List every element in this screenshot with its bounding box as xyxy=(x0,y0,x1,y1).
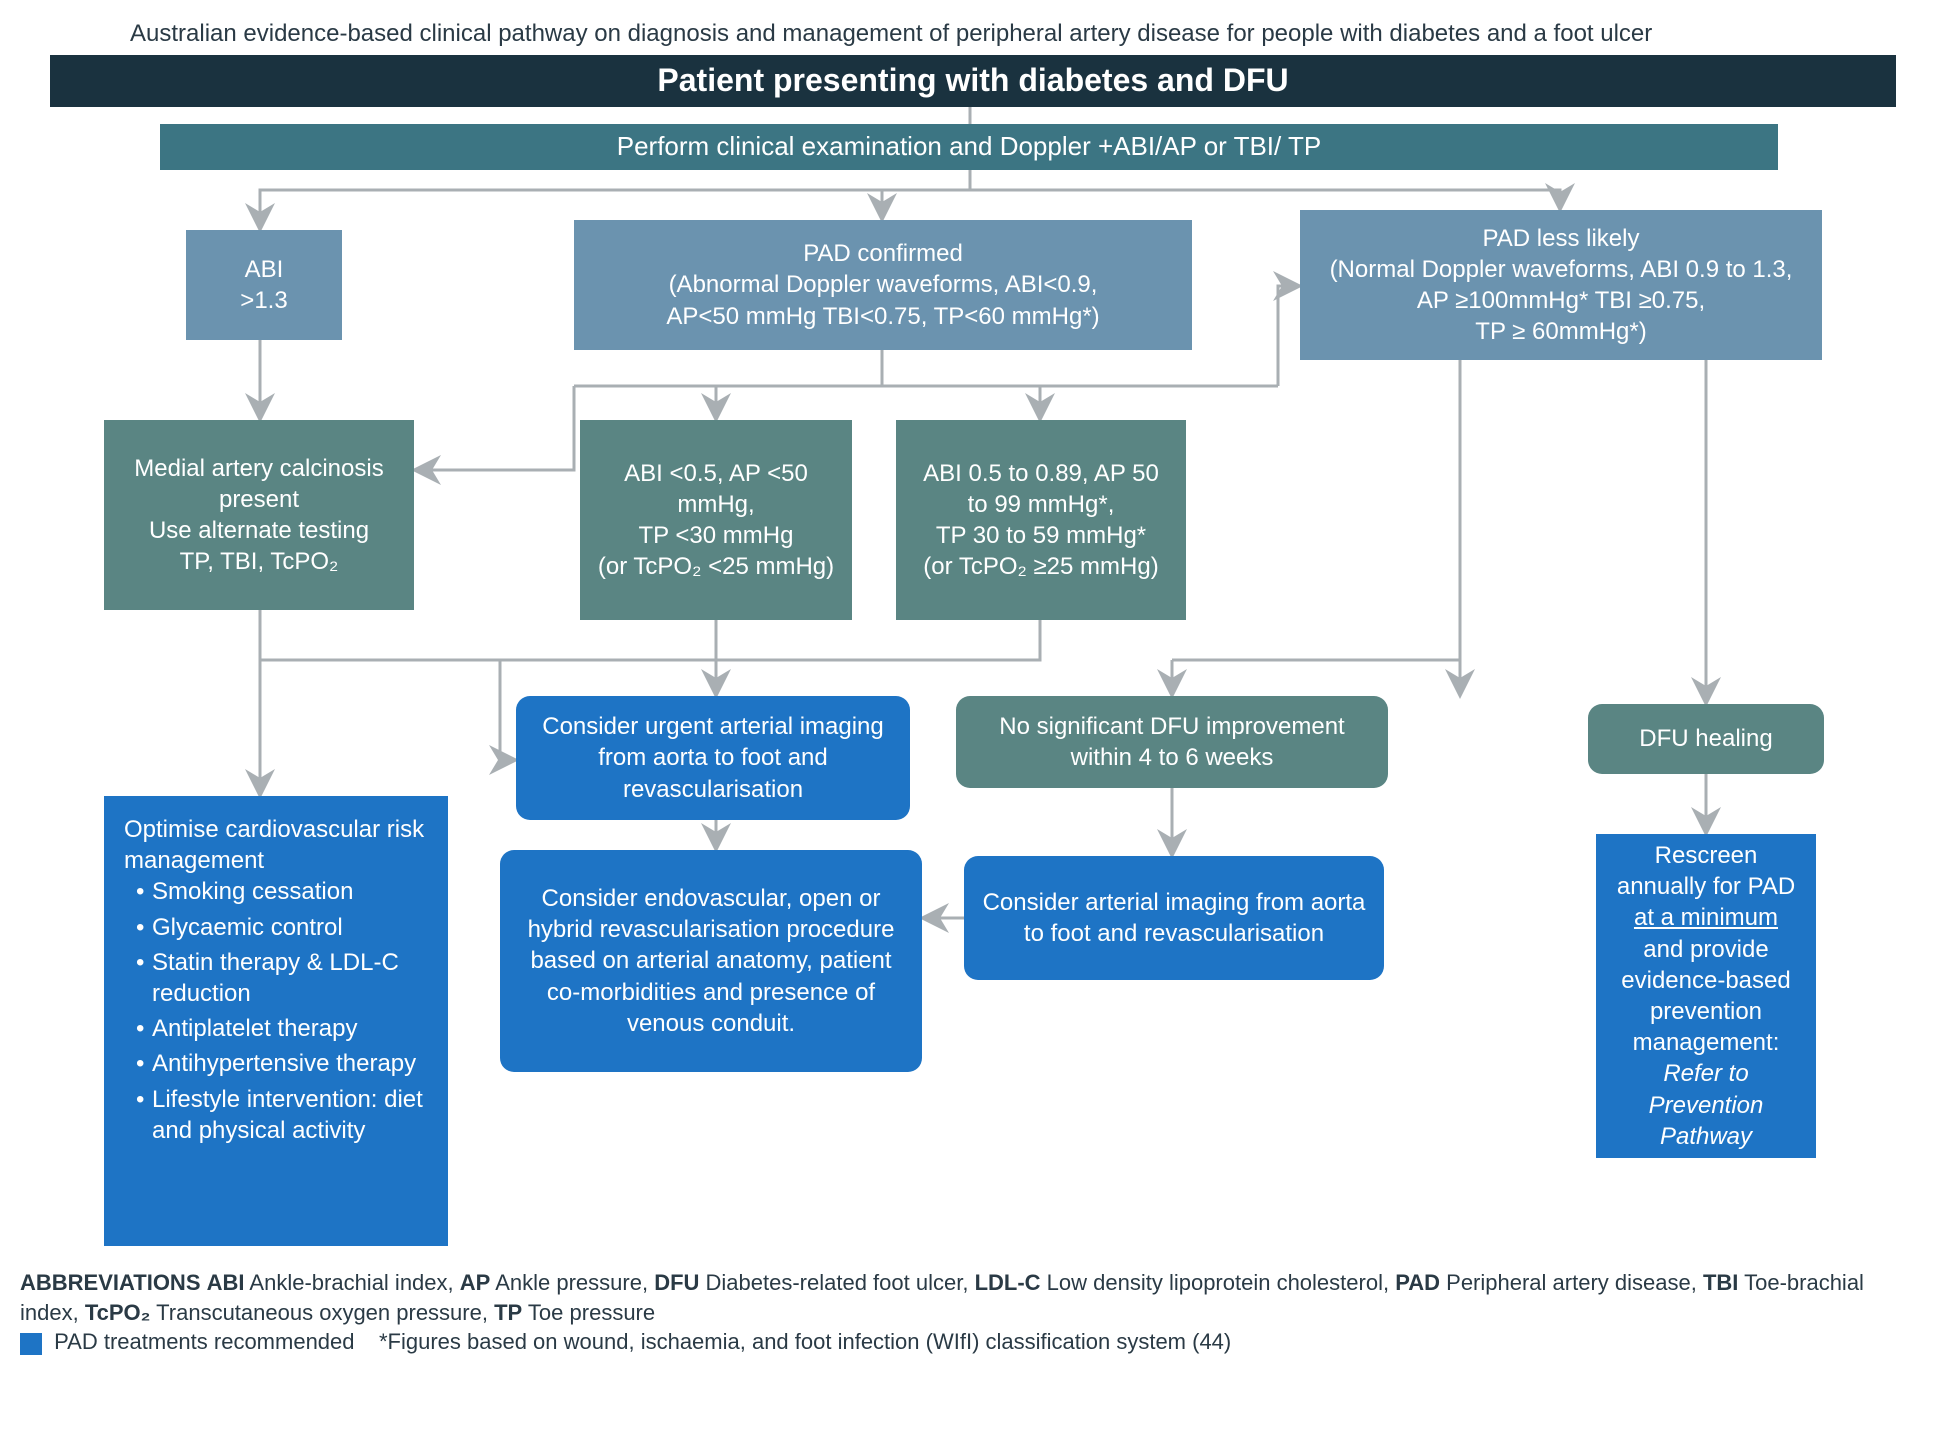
footnote: *Figures based on wound, ischaemia, and … xyxy=(379,1329,1231,1354)
abbreviations: ABBREVIATIONS ABI Ankle-brachial index, … xyxy=(20,1268,1920,1357)
flowchart-canvas: Australian evidence-based clinical pathw… xyxy=(20,20,1926,1409)
node-dfu_healing: DFU healing xyxy=(1588,704,1824,774)
diagram-title: Australian evidence-based clinical pathw… xyxy=(130,20,1652,48)
node-arterial_imaging: Consider arterial imaging from aorta to … xyxy=(964,856,1384,980)
node-medial: Medial artery calcinosis present Use alt… xyxy=(104,420,414,610)
node-endovascular: Consider endovascular, open or hybrid re… xyxy=(500,850,922,1072)
node-rescreen: Rescreen annually for PAD at a minimum a… xyxy=(1596,834,1816,1158)
node-header_main: Patient presenting with diabetes and DFU xyxy=(50,55,1896,107)
node-header_sub: Perform clinical examination and Doppler… xyxy=(160,124,1778,170)
node-abi_mid: ABI 0.5 to 0.89, AP 50 to 99 mmHg*, TP 3… xyxy=(896,420,1186,620)
node-optimise: Optimise cardiovascular risk managementS… xyxy=(104,796,448,1246)
node-pad_confirmed: PAD confirmed (Abnormal Doppler waveform… xyxy=(574,220,1192,350)
legend-text: PAD treatments recommended xyxy=(54,1329,354,1354)
node-abi_gt: ABI >1.3 xyxy=(186,230,342,340)
legend-swatch xyxy=(20,1333,42,1355)
node-abi_low: ABI <0.5, AP <50 mmHg, TP <30 mmHg (or T… xyxy=(580,420,852,620)
node-urgent_imaging: Consider urgent arterial imaging from ao… xyxy=(516,696,910,820)
node-no_improve: No significant DFU improvement within 4 … xyxy=(956,696,1388,788)
node-pad_less: PAD less likely (Normal Doppler waveform… xyxy=(1300,210,1822,360)
